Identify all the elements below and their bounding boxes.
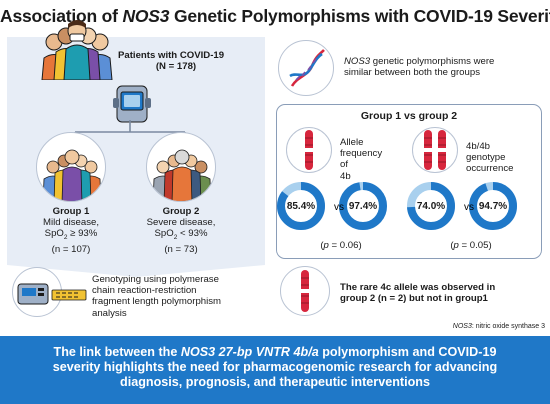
dna-icon <box>289 49 325 87</box>
group2-people-icon <box>152 149 212 201</box>
dna-circle <box>278 40 334 96</box>
branch-connector <box>74 120 186 146</box>
conclusion-text: The link between the NOS3 27-bp VNTR 4b/… <box>52 345 498 389</box>
patients-label: Patients with COVID-19 (N = 178) <box>118 50 225 73</box>
pcr-machine-icon <box>17 283 87 305</box>
allele-label: Allele frequency of 4b <box>340 137 383 182</box>
chromosome-pair-icon <box>423 130 447 170</box>
abbreviation-note: NOS3: nitric oxide synthase 3 <box>452 323 545 330</box>
allele-group2-ring <box>339 182 387 230</box>
genotype-group1-value: 74.0% <box>416 201 446 212</box>
pulse-oximeter-icon <box>113 85 151 123</box>
rare-chromosome-icon <box>300 270 310 312</box>
group2-avatar-circle <box>146 132 216 202</box>
genotype-label: 4b/4b genotype occurrence <box>466 141 514 175</box>
patients-group-icon <box>41 20 113 80</box>
genotype-group2-value: 94.7% <box>478 201 508 212</box>
allele-group1-ring <box>277 182 325 230</box>
genotype-group1-ring <box>407 182 455 230</box>
allele-group2-value: 97.4% <box>348 201 378 212</box>
chromosome-icon <box>304 130 314 170</box>
similar-text: NOS3 genetic polymorphisms were similar … <box>344 56 495 79</box>
genotype-group2-ring <box>469 182 517 230</box>
genotype-p-value: (p = 0.05) <box>450 240 492 251</box>
rare-allele-text: The rare 4c allele was observed in group… <box>340 282 496 305</box>
allele-vs-label: vs <box>334 202 344 213</box>
genotype-vs-label: vs <box>464 202 474 213</box>
group1-people-icon <box>42 149 102 201</box>
group2-label: Group 2 Severe disease, SpO2 < 93% (n = … <box>146 206 216 255</box>
group1-label: Group 1 Mild disease, SpO2 ≥ 93% (n = 10… <box>43 206 99 255</box>
conclusion-banner <box>0 336 550 404</box>
ring-charts: vs vs <box>277 182 517 230</box>
group1-avatar-circle <box>36 132 106 202</box>
genotyping-text: Genotyping using polymerase chain reacti… <box>92 274 222 319</box>
comparison-heading: Group 1 vs group 2 <box>360 110 458 122</box>
genotype-chromosome-circle <box>412 127 458 173</box>
panel-arrow-shape <box>7 265 265 277</box>
allele-group1-value: 85.4% <box>286 201 316 212</box>
page-title: Association of NOS3 Genetic Polymorphism… <box>0 6 550 26</box>
allele-p-value: (p = 0.06) <box>320 240 362 251</box>
